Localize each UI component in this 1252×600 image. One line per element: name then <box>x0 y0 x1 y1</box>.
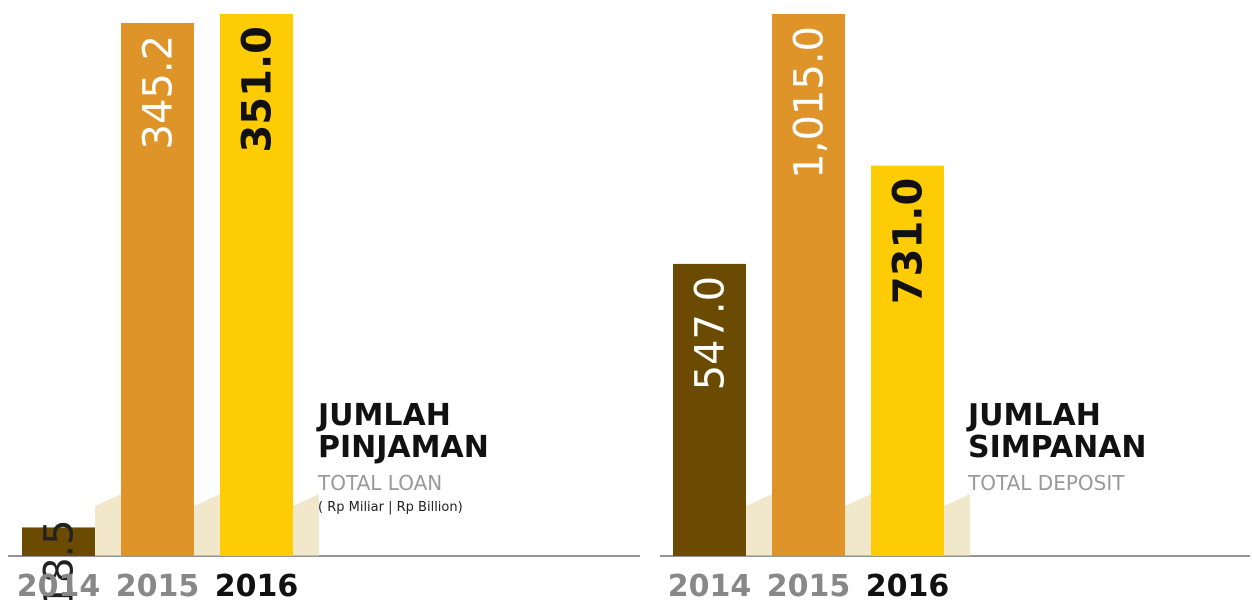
bar <box>121 22 194 557</box>
x-tick-label: 2015 <box>767 569 851 600</box>
bar-shadow <box>845 494 871 556</box>
x-tick-label: 2014 <box>17 569 101 600</box>
bar-shadow <box>944 494 970 556</box>
value-label: 18.5 <box>37 519 83 600</box>
x-tick-label: 2014 <box>668 569 752 600</box>
value-label: 345.2 <box>136 35 182 150</box>
bar-shadow <box>293 494 319 556</box>
bar <box>673 263 746 556</box>
value-label: 547.0 <box>688 276 734 391</box>
x-tick-label: 2015 <box>116 569 200 600</box>
chart-title: JUMLAH PINJAMAN <box>318 398 489 465</box>
value-label: 1,015.0 <box>787 26 833 179</box>
bar-shadow <box>194 494 220 556</box>
bar <box>772 14 845 556</box>
bar <box>871 165 944 556</box>
chart-title: JUMLAH SIMPANAN <box>968 398 1147 465</box>
value-label: 351.0 <box>235 26 281 153</box>
bar-shadow <box>95 494 121 556</box>
x-tick-label: 2016 <box>215 569 299 600</box>
value-label: 731.0 <box>886 178 932 305</box>
bar <box>22 527 95 556</box>
bar-shadow <box>746 494 772 556</box>
chart-subtitle: TOTAL DEPOSIT <box>968 471 1125 495</box>
chart-subtitle: TOTAL LOAN <box>318 471 443 495</box>
chart-note: ( Rp Miliar | Rp Billion) <box>318 500 463 515</box>
x-tick-label: 2016 <box>866 569 950 600</box>
bar <box>220 14 293 556</box>
